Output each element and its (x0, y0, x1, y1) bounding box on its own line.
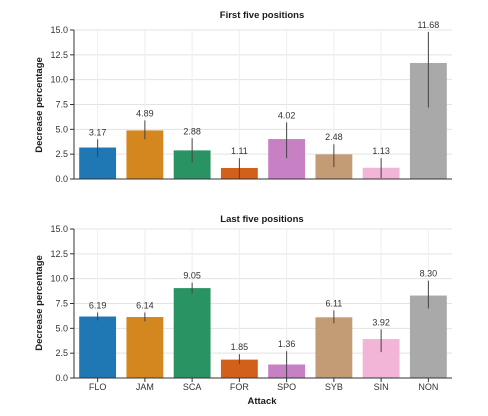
x-tick-label: NON (418, 382, 438, 392)
x-tick-label: SIN (374, 382, 389, 392)
x-tick-label: JAM (136, 382, 154, 392)
value-label: 6.14 (136, 300, 154, 310)
value-labels: 3.17 4.89 2.88 1.11 4.02 2.48 1.13 11.68 (89, 20, 439, 156)
x-tick-label: SYB (325, 382, 343, 392)
bar-syb (315, 317, 353, 378)
y-tick-label: 2.5 (55, 348, 68, 358)
y-tick-label: 15.0 (50, 224, 68, 234)
value-label: 1.85 (231, 342, 249, 352)
x-tick-label: FLO (89, 382, 107, 392)
y-tick-label: 5.0 (55, 323, 68, 333)
x-axis-label: Attack (247, 396, 277, 407)
chart-title: First five positions (220, 10, 304, 21)
bar-for (220, 359, 258, 378)
chart-title: Last five positions (220, 214, 303, 225)
y-tick-label: 10.0 (50, 75, 68, 85)
y-tick-label: 12.5 (50, 249, 68, 259)
bar-flo (79, 316, 117, 378)
y-tick-label: 10.0 (50, 274, 68, 284)
x-tick-label: SCA (183, 382, 202, 392)
y-tick-label: 7.5 (55, 100, 68, 110)
value-label: 1.13 (372, 146, 390, 156)
x-tick-label: FOR (230, 382, 249, 392)
panel-last-five-positions: Last five positions Decrease percentage … (34, 214, 452, 407)
y-axis-label: Decrease percentage (34, 255, 45, 351)
axes (73, 30, 452, 180)
y-tick-label: 15.0 (50, 25, 68, 35)
x-tick-labels: FLO JAM SCA FOR SPO SYB SIN NON (89, 378, 438, 392)
bar-non (409, 295, 447, 378)
y-tick-label: 7.5 (55, 299, 68, 309)
value-label: 4.89 (136, 108, 154, 118)
panel-first-five-positions: First five positions Decrease percentage… (34, 10, 452, 184)
bar-sca (173, 288, 211, 378)
value-label: 2.88 (183, 126, 201, 136)
value-label: 8.30 (420, 269, 438, 279)
y-axis-label: Decrease percentage (34, 57, 45, 153)
bars (79, 288, 447, 378)
error-bars (97, 280, 429, 378)
y-tick-label: 0.0 (55, 174, 68, 184)
value-label: 6.19 (89, 300, 107, 310)
value-labels: 6.19 6.14 9.05 1.85 1.36 6.11 3.92 8.30 (89, 269, 437, 353)
y-tick-labels: 0.0 2.5 5.0 7.5 10.0 12.5 15.0 (50, 224, 74, 383)
value-label: 1.11 (231, 146, 248, 156)
value-label: 4.02 (278, 110, 296, 120)
value-label: 1.36 (278, 339, 296, 349)
y-tick-label: 2.5 (55, 149, 68, 159)
bars (79, 62, 447, 179)
bar-jam (126, 317, 164, 378)
axes (73, 229, 452, 379)
y-tick-label: 5.0 (55, 124, 68, 134)
y-tick-label: 12.5 (50, 50, 68, 60)
value-label: 9.05 (183, 271, 201, 281)
value-label: 3.92 (372, 317, 390, 327)
value-label: 2.48 (325, 132, 343, 142)
gridlines (74, 29, 452, 180)
y-tick-labels: 0.0 2.5 5.0 7.5 10.0 12.5 15.0 (50, 25, 74, 184)
y-tick-label: 0.0 (55, 373, 68, 383)
x-tick-label: SPO (277, 382, 296, 392)
error-bars (97, 31, 429, 179)
value-label: 6.11 (325, 298, 342, 308)
value-label: 3.17 (89, 127, 107, 137)
value-label: 11.68 (417, 20, 439, 30)
